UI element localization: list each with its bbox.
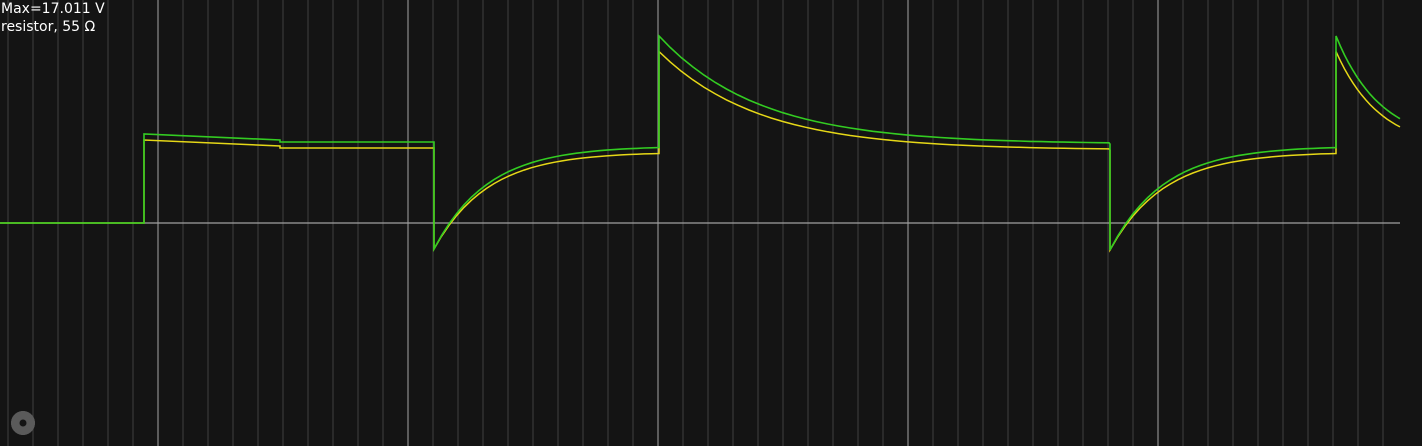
max-voltage-label: Max=17.011 V (1, 1, 105, 17)
scope-settings-button[interactable] (10, 410, 36, 436)
gear-icon (11, 411, 35, 435)
element-info-label: resistor, 55 Ω (1, 19, 96, 35)
yellow-trace (0, 49, 1401, 253)
green-trace (0, 34, 1401, 253)
